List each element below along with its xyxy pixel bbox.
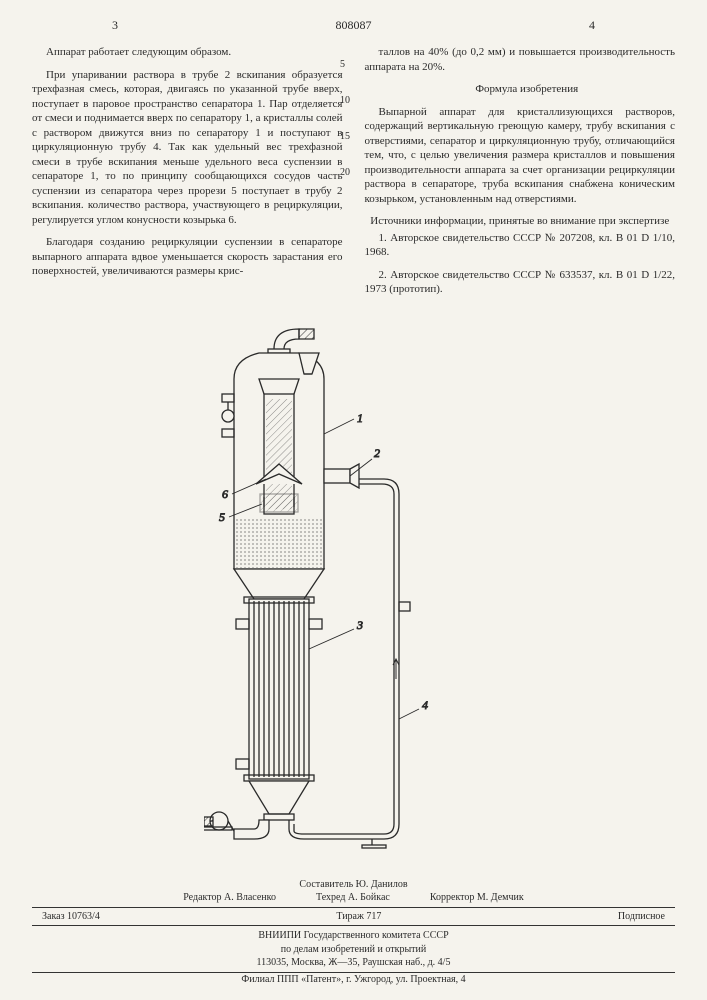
para-operation-intro: Аппарат работает следующим образом. xyxy=(32,45,343,60)
para-claim: Выпарной аппарат для кристаллизующихся р… xyxy=(365,105,676,207)
text-columns: Аппарат работает следующим образом. При … xyxy=(32,45,675,305)
para-continuation: таллов на 40% (до 0,2 мм) и повышается п… xyxy=(365,45,676,74)
patent-number: 808087 xyxy=(336,18,372,33)
diagram-label-4: 4 xyxy=(422,698,428,712)
scale-20: 20 xyxy=(340,168,350,178)
page-header: 3 808087 4 xyxy=(32,18,675,33)
footer-org: ВНИИПИ Государственного комитета СССР по… xyxy=(32,929,675,986)
diagram-label-6: 6 xyxy=(222,487,228,501)
source-2: 2. Авторское свидетельство СССР № 633537… xyxy=(365,268,676,297)
page-footer: Составитель Ю. Данилов Редактор А. Власе… xyxy=(32,878,675,987)
footer-tech: Техред А. Бойкас xyxy=(316,891,390,905)
para-operation-body: При упаривании раствора в трубе 2 вскипа… xyxy=(32,68,343,228)
source-1: 1. Авторское свидетельство СССР № 207208… xyxy=(365,231,676,260)
diagram-label-1: 1 xyxy=(357,411,363,425)
footer-subscription: Подписное xyxy=(618,910,665,924)
footer-print-row: Заказ 10763/4 Тираж 717 Подписное xyxy=(32,908,675,927)
footer-credits-row: Редактор А. Власенко Техред А. Бойкас Ко… xyxy=(32,891,675,908)
footer-addr2: Филиал ППП «Патент», г. Ужгород, ул. Про… xyxy=(32,973,675,987)
scale-15: 15 xyxy=(340,132,350,142)
footer-org2: по делам изобретений и открытий xyxy=(32,943,675,957)
sources-title: Источники информации, принятые во вниман… xyxy=(365,214,676,229)
scale-5: 5 xyxy=(340,60,350,70)
footer-order: Заказ 10763/4 xyxy=(42,910,100,924)
right-column: таллов на 40% (до 0,2 мм) и повышается п… xyxy=(365,45,676,305)
left-column: Аппарат работает следующим образом. При … xyxy=(32,45,343,305)
line-number-scale: 5 10 15 20 xyxy=(340,60,350,204)
page-number-right: 4 xyxy=(386,18,675,33)
apparatus-svg: 1 2 3 4 5 6 xyxy=(204,319,504,849)
footer-org1: ВНИИПИ Государственного комитета СССР xyxy=(32,929,675,943)
footer-compiler: Составитель Ю. Данилов xyxy=(32,878,675,892)
page-number-left: 3 xyxy=(32,18,321,33)
footer-editor: Редактор А. Власенко xyxy=(183,891,276,905)
footer-addr1: 113035, Москва, Ж—35, Раушская наб., д. … xyxy=(32,956,675,973)
diagram-label-5: 5 xyxy=(219,510,225,524)
diagram-label-3: 3 xyxy=(356,618,363,632)
footer-tirazh: Тираж 717 xyxy=(336,910,381,924)
apparatus-diagram: 1 2 3 4 5 6 xyxy=(32,319,675,849)
formula-title: Формула изобретения xyxy=(365,82,676,97)
para-benefit: Благодаря созданию рециркуляции суспензи… xyxy=(32,235,343,279)
diagram-label-2: 2 xyxy=(374,446,380,460)
scale-10: 10 xyxy=(340,96,350,106)
footer-corrector: Корректор М. Демчик xyxy=(430,891,524,905)
